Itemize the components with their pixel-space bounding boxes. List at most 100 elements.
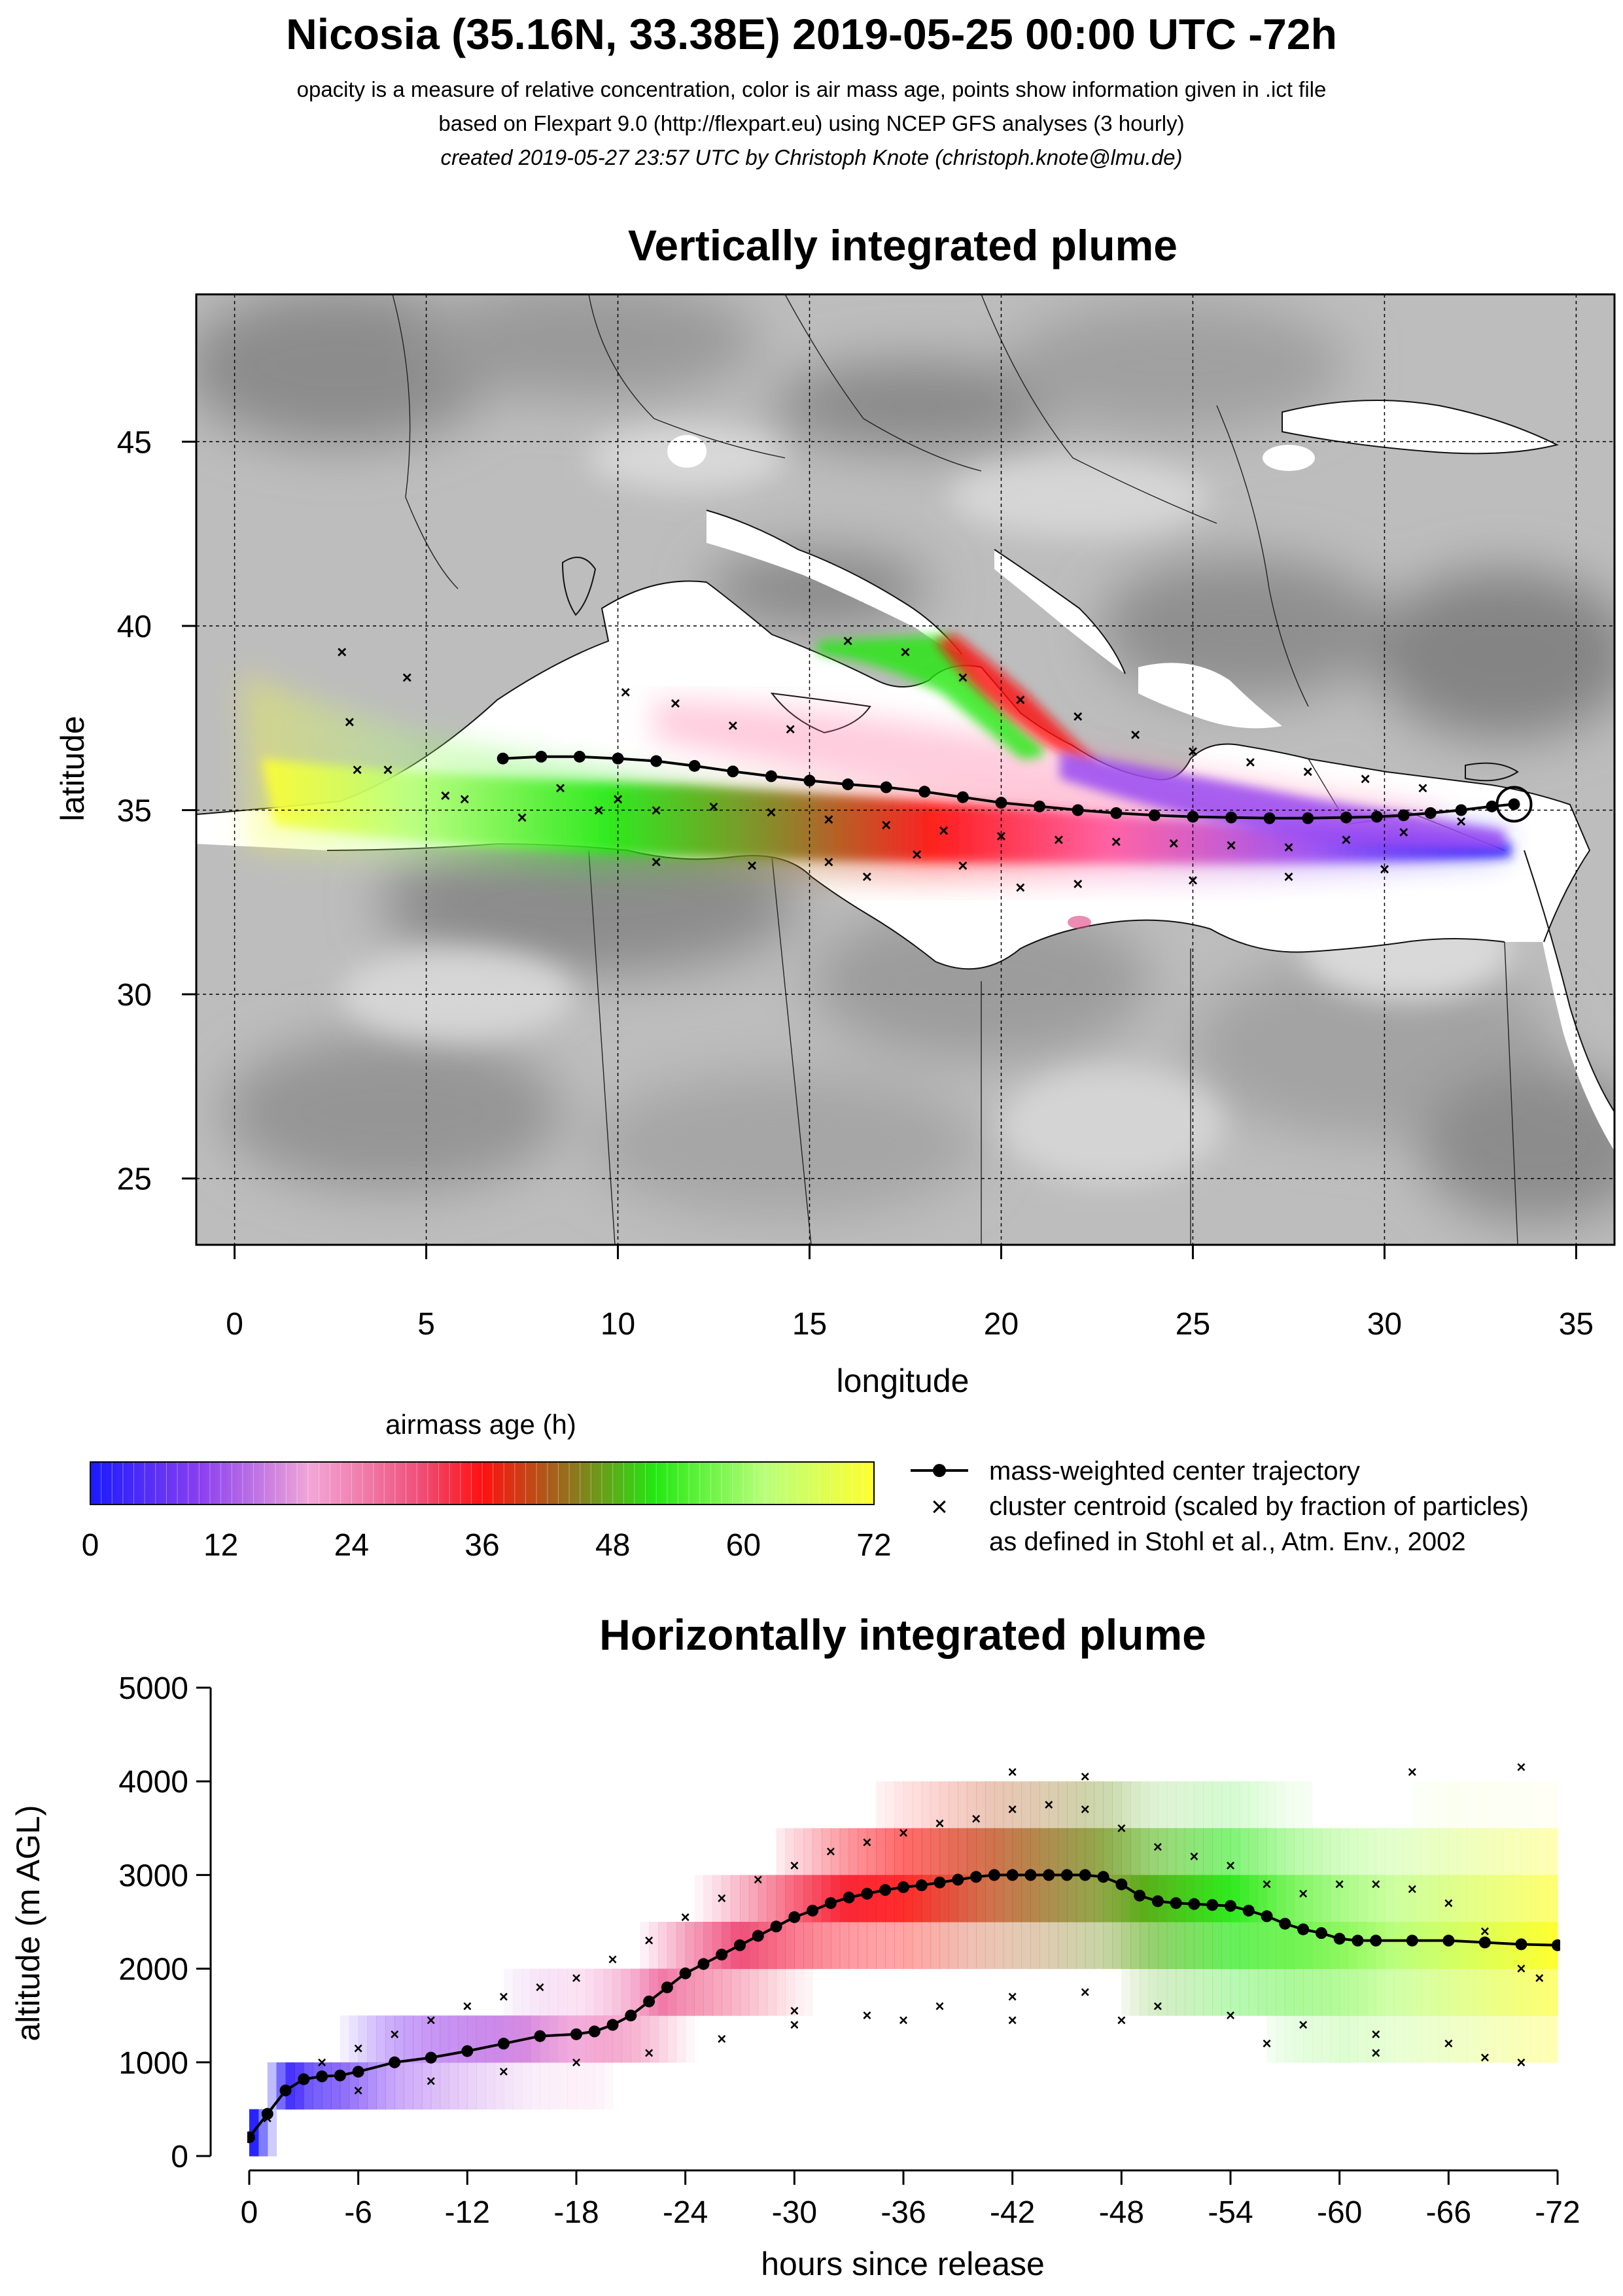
profile-heatmap-cell	[1303, 1781, 1313, 1829]
profile-cluster-centroid: ×	[644, 2044, 654, 2062]
profile-heatmap-cell	[912, 1922, 922, 1970]
profile-trajectory-point	[934, 1876, 946, 1888]
map-x-tick-label: 10	[601, 1307, 635, 1342]
profile-heatmap-cell	[1103, 1922, 1113, 1970]
colorbar-frame	[90, 1461, 875, 1505]
profile-heatmap-cell	[958, 1781, 968, 1829]
profile-heatmap-cell	[267, 2109, 277, 2157]
map-trajectory-point	[1072, 804, 1084, 816]
profile-heatmap-cell	[1012, 1875, 1022, 1922]
map-trajectory-point	[1508, 798, 1520, 810]
profile-heatmap-cell	[848, 1922, 859, 1970]
profile-heatmap-cell	[1212, 1968, 1222, 2016]
profile-heatmap-cell	[685, 1922, 695, 1970]
profile-heatmap-cell	[1493, 2015, 1504, 2063]
profile-heatmap-cell	[1130, 1828, 1140, 1875]
profile-heatmap-cell	[1058, 1781, 1068, 1829]
profile-heatmap-cell	[1049, 1781, 1058, 1829]
profile-heatmap-cell	[1239, 1828, 1249, 1875]
map-trajectory-point	[573, 750, 585, 763]
profile-trajectory-point	[352, 2066, 364, 2078]
profile-cluster-centroid: ×	[535, 1979, 544, 1996]
profile-heatmap-cell	[1058, 1922, 1068, 1970]
profile-heatmap-cell	[930, 1781, 941, 1829]
map-cluster-centroid: ×	[652, 852, 661, 871]
profile-heatmap-cell	[467, 2062, 477, 2110]
map-cluster-centroid: ×	[337, 642, 347, 661]
profile-heatmap-cell	[1212, 1875, 1222, 1922]
map-cluster-centroid: ×	[900, 642, 910, 661]
profile-heatmap-cell	[1312, 1875, 1322, 1922]
profile-heatmap-cell	[549, 2062, 559, 2110]
profile-heatmap-cell	[1367, 1875, 1376, 1922]
profile-x-tick-label: -48	[1099, 2195, 1144, 2230]
profile-trajectory-point	[661, 1981, 673, 1994]
profile-heatmap-cell	[603, 1968, 614, 2016]
profile-heatmap-cell	[1503, 1781, 1513, 1829]
profile-cluster-centroid: ×	[1153, 1838, 1162, 1856]
profile-heatmap-cell	[1212, 1828, 1222, 1875]
profile-heatmap-cell	[304, 2062, 313, 2110]
profile-heatmap-cell	[1467, 1781, 1476, 1829]
profile-heatmap-cell	[1412, 2015, 1422, 2063]
map-trajectory-point	[650, 755, 663, 767]
map-trajectory-point	[497, 752, 509, 765]
map-cluster-centroid: ×	[1226, 835, 1236, 855]
profile-cluster-centroid: ×	[1516, 2054, 1526, 2072]
profile-heatmap-cell	[921, 1828, 932, 1875]
map-cluster-centroid: ×	[402, 668, 412, 687]
profile-heatmap-cell	[621, 2015, 631, 2063]
profile-heatmap-cell	[1285, 1875, 1295, 1922]
profile-heatmap-cell	[1285, 2015, 1295, 2063]
map-cluster-centroid: ×	[1380, 860, 1389, 879]
profile-heatmap-cell	[1357, 2015, 1367, 2063]
profile-heatmap-cell	[1503, 1968, 1513, 2016]
profile-cluster-centroid: ×	[1480, 2049, 1490, 2067]
map-cluster-centroid: ×	[862, 867, 872, 886]
profile-heatmap-cell	[476, 2015, 486, 2063]
profile-heatmap-cell	[1276, 1875, 1285, 1922]
map-cluster-centroid: ×	[958, 668, 968, 687]
profile-heatmap-cell	[712, 1922, 722, 1970]
profile-trajectory-point	[625, 2009, 637, 2022]
map-x-tick-label: 0	[226, 1307, 243, 1342]
profile-heatmap-cell	[440, 2062, 450, 2110]
profile-heatmap-cell	[1012, 1781, 1022, 1829]
profile-trajectory-point	[261, 2108, 273, 2120]
profile-heatmap-cell	[1530, 1968, 1540, 2016]
profile-heatmap-cell	[358, 2015, 368, 2063]
profile-heatmap-cell	[1412, 1828, 1422, 1875]
map-x-tick-label: 20	[984, 1307, 1019, 1342]
profile-cluster-centroid: ×	[1008, 1801, 1017, 1818]
profile-trajectory-point	[716, 1949, 728, 1961]
profile-y-tick-label: 5000	[118, 1671, 188, 1706]
profile-heatmap-cell	[1484, 1968, 1495, 2016]
profile-cluster-centroid: ×	[862, 1834, 871, 1851]
profile-heatmap-cell	[1058, 1828, 1068, 1875]
profile-heatmap-cell	[1430, 1922, 1440, 1970]
profile-cluster-centroid: ×	[717, 1890, 726, 1907]
profile-heatmap-cell	[1530, 1875, 1540, 1922]
profile-cluster-centroid: ×	[499, 2063, 508, 2081]
map-x-tick-label: 25	[1176, 1307, 1210, 1342]
profile-heatmap-cell	[1121, 1968, 1131, 2016]
profile-heatmap-cell	[1121, 1781, 1131, 1829]
profile-heatmap-cell	[748, 1968, 759, 2016]
profile-heatmap-cell	[1484, 1781, 1495, 1829]
profile-heatmap-cell	[521, 1968, 532, 2016]
profile-heatmap-cell	[1294, 2015, 1304, 2063]
profile-heatmap-cell	[1166, 1922, 1177, 1970]
profile-heatmap-cell	[421, 2015, 432, 2063]
profile-cluster-centroid: ×	[1299, 1885, 1308, 1903]
profile-trajectory-point	[1061, 1869, 1073, 1881]
profile-heatmap-cell	[785, 1968, 795, 2016]
profile-heatmap-cell	[1030, 1828, 1040, 1875]
map-trajectory-point	[1370, 810, 1383, 823]
map-cluster-centroid: ×	[1303, 761, 1313, 781]
profile-heatmap-cell	[1467, 1875, 1476, 1922]
profile-heatmap-cell	[912, 1781, 922, 1829]
profile-heatmap-cell	[1548, 2015, 1558, 2063]
profile-heatmap-cell	[1548, 1828, 1558, 1875]
profile-heatmap-cell	[1412, 1781, 1422, 1829]
profile-heatmap-cell	[1330, 1968, 1340, 2016]
